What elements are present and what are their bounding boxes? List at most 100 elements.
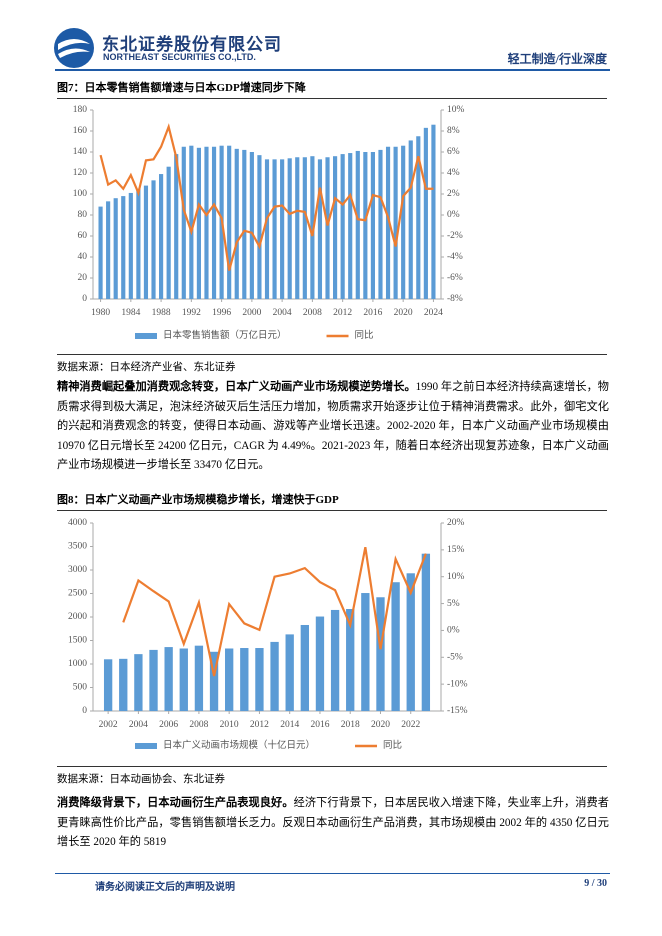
y-tick-label: 4000 (68, 518, 87, 528)
logo (54, 28, 94, 68)
y-tick-label: 120 (73, 168, 88, 178)
bar (204, 146, 209, 299)
bar (330, 609, 340, 711)
y-tick-label: 0 (82, 706, 87, 716)
bar (151, 180, 156, 299)
y-tick-label: 2000 (68, 612, 87, 622)
bar (287, 158, 292, 299)
y-tick-label: 0 (82, 294, 87, 304)
line (99, 123, 434, 271)
legend-label: 日本广义动画市场规模（十亿日元） (163, 739, 315, 751)
x-tick-label: 2002 (99, 720, 118, 730)
x-tick-label: 2016 (310, 720, 329, 730)
y-tick-label: 20 (78, 273, 88, 283)
x-tick-label: 2008 (303, 308, 322, 318)
bar (194, 645, 204, 711)
bar (166, 166, 171, 299)
figure-title: 图8：日本广义动画产业市场规模稳步增长，增速快于GDP (57, 491, 607, 511)
footer-notice: 请务必阅读正文后的声明及说明 (95, 882, 235, 893)
legend-swatch (135, 333, 157, 339)
bar (340, 154, 345, 299)
y2-tick-label: 0% (447, 210, 460, 220)
bar (317, 159, 323, 299)
x-tick-label: 2020 (371, 720, 390, 730)
bar (363, 152, 368, 299)
y-tick-label: 1500 (68, 636, 87, 646)
x-tick-label: 2008 (189, 720, 208, 730)
y2-tick-label: -4% (447, 252, 463, 262)
y2-tick-label: -2% (447, 231, 463, 241)
bar (408, 140, 413, 299)
bar (98, 206, 103, 299)
bar (280, 159, 285, 299)
chart: 0 20 40 60 80 100 120 140 160 180 -8% -6% -4% -2% 0% 2%… (73, 105, 465, 341)
header-rule (55, 69, 610, 71)
bar (370, 152, 375, 299)
bar (431, 124, 436, 299)
bar (181, 146, 186, 299)
bar (310, 156, 315, 299)
paragraph-lead: 消费降级背景下，日本动画衍生产品表现良好。 (57, 797, 294, 809)
figure-source: 数据来源：日本动画协会、东北证券 (57, 766, 607, 786)
y-tick-label: 40 (78, 252, 88, 262)
bar (295, 157, 300, 299)
y2-tick-label: 10% (447, 572, 465, 582)
bar (272, 159, 277, 299)
bar (376, 597, 385, 711)
y-tick-label: 160 (73, 126, 88, 136)
x-tick-label: 2012 (250, 720, 269, 730)
page-number: 9 / 30 (584, 878, 607, 889)
bar (209, 651, 219, 711)
bar (121, 196, 126, 299)
paragraph: 消费降级背景下，日本动画衍生产品表现良好。经济下行背景下，日本居民收入增速下降，… (57, 794, 609, 853)
chart: 0 500 1000 1500 2000 2500 3000 3500 4000 -15% -10%… (68, 518, 468, 751)
paragraph-body: 经济下行背景下，日本居民收入增速下降，失业率上升，消费者更青睐高性价比产品，零售… (57, 797, 609, 848)
company-name: 东北证券股份有限公司 (102, 35, 282, 55)
bar (149, 649, 158, 711)
legend-swatch (135, 743, 157, 749)
figure-source: 数据来源：日本经济产业省、东北证券 (57, 354, 607, 374)
bar (106, 201, 111, 299)
y-tick-label: 80 (78, 210, 88, 220)
y2-tick-label: 10% (447, 105, 465, 115)
bar (211, 146, 217, 299)
x-tick-label: 2014 (280, 720, 299, 730)
y2-tick-label: 8% (447, 126, 460, 136)
bar (393, 146, 398, 299)
paragraph: 精神消费崛起叠加消费观念转变，日本广义动画产业市场规模逆势增长。1990 年之前… (57, 378, 609, 476)
y-tick-label: 3500 (68, 542, 87, 552)
y-tick-label: 3000 (68, 565, 87, 575)
x-tick-label: 2016 (363, 308, 382, 318)
bar (325, 157, 330, 299)
paragraph-body: 1990 年之前日本经济持续高速增长，物质需求得到极大满足，泡沫经济破灭后生活压… (57, 381, 609, 471)
bar (113, 198, 118, 299)
x-tick-label: 1988 (152, 308, 171, 318)
company-name-en: NORTHEAST SECURITIES CO.,LTD. (103, 52, 256, 62)
bar (234, 148, 239, 299)
bar (143, 185, 149, 299)
bar (227, 145, 232, 299)
legend-label: 同比 (383, 739, 402, 751)
footer-rule (55, 873, 610, 874)
bar (136, 188, 141, 299)
bar (196, 147, 201, 299)
x-tick-label: 1996 (212, 308, 231, 318)
bar (179, 648, 188, 711)
figure-title: 图7：日本零售销售额增速与日本GDP增速同步下降 (57, 79, 607, 99)
x-tick-label: 2000 (242, 308, 261, 318)
x-tick-label: 2012 (333, 308, 352, 318)
bar (174, 154, 179, 299)
bar (348, 153, 353, 299)
bar (257, 155, 262, 299)
y2-tick-label: -6% (447, 273, 463, 283)
bar (225, 648, 234, 711)
x-tick-label: 2004 (273, 308, 292, 318)
bar (264, 159, 270, 299)
y2-tick-label: 2% (447, 189, 460, 199)
y2-tick-label: 5% (447, 599, 460, 609)
legend-label: 日本零售销售额（万亿日元） (163, 329, 287, 341)
bar (378, 149, 383, 299)
y2-tick-label: 4% (447, 168, 460, 178)
bar (159, 174, 164, 299)
